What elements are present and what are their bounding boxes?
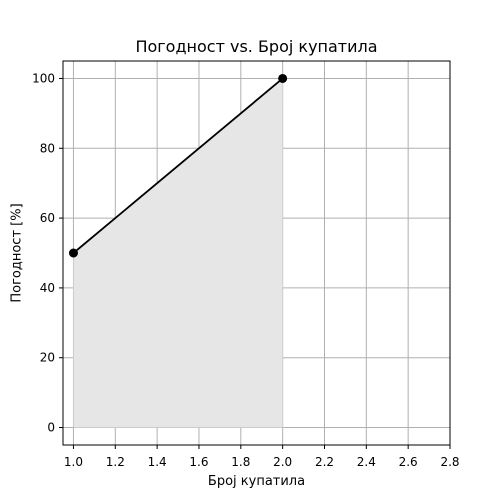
plot-frame [62, 60, 451, 446]
y-axis-title: Погодност [%] [10, 203, 25, 302]
area-fill [73, 78, 283, 428]
marker-layer [68, 73, 288, 258]
x-axis-title: Број купатила [208, 474, 305, 489]
y-tick-label: 40 [40, 281, 55, 295]
x-tick-label: 2.2 [315, 455, 334, 469]
y-tick-label: 0 [47, 421, 55, 435]
x-tick-label: 1.8 [231, 455, 250, 469]
y-tick-label: 80 [40, 141, 55, 155]
x-tick-label: 1.4 [148, 455, 167, 469]
x-tick-label: 1.2 [106, 455, 125, 469]
x-tick-label: 2.8 [440, 455, 459, 469]
y-tick-label: 100 [32, 71, 55, 85]
x-tick-label: 2.6 [399, 455, 418, 469]
y-tick-label: 20 [40, 351, 55, 365]
x-axis-ticks: 1.0 1.2 1.4 1.6 1.8 2.0 2.2 2.4 2.6 2.8 [64, 445, 460, 469]
y-axis-ticks: 0 20 40 60 80 100 [32, 71, 63, 435]
series-line [72, 77, 284, 254]
chart-title: Погодност vs. Број купатила [135, 37, 377, 56]
data-point [68, 248, 78, 258]
x-tick-label: 1.0 [64, 455, 83, 469]
area-layer [73, 78, 283, 428]
x-tick-label: 2.0 [273, 455, 292, 469]
y-tick-label: 60 [40, 211, 55, 225]
data-point [278, 73, 288, 83]
x-tick-label: 2.4 [357, 455, 376, 469]
x-tick-label: 1.6 [189, 455, 208, 469]
line-layer [72, 77, 284, 254]
